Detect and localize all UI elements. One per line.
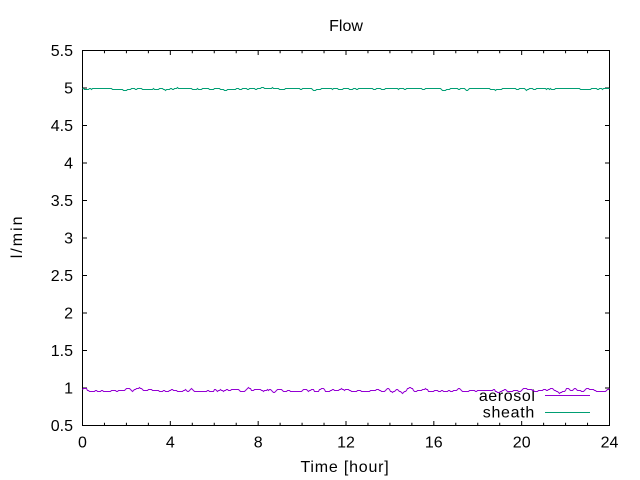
svg-text:3: 3	[64, 231, 73, 248]
svg-text:2: 2	[64, 306, 73, 323]
svg-text:1.5: 1.5	[51, 343, 73, 360]
svg-text:20: 20	[513, 435, 531, 452]
svg-text:4: 4	[64, 156, 73, 173]
svg-text:12: 12	[337, 435, 355, 452]
svg-text:8: 8	[254, 435, 263, 452]
svg-text:5.5: 5.5	[51, 43, 73, 60]
svg-text:aerosol: aerosol	[479, 388, 536, 405]
svg-text:Time [hour]: Time [hour]	[300, 459, 389, 476]
svg-text:Flow: Flow	[329, 18, 363, 35]
svg-text:sheath: sheath	[483, 405, 535, 422]
svg-text:0: 0	[78, 435, 87, 452]
svg-text:16: 16	[425, 435, 443, 452]
svg-text:3.5: 3.5	[51, 193, 73, 210]
svg-text:4: 4	[166, 435, 175, 452]
svg-text:4.5: 4.5	[51, 118, 73, 135]
svg-text:1: 1	[64, 381, 73, 398]
svg-text:24: 24	[601, 435, 619, 452]
svg-text:l/min: l/min	[9, 215, 26, 259]
svg-text:0.5: 0.5	[51, 418, 73, 435]
svg-text:5: 5	[64, 81, 73, 98]
svg-text:2.5: 2.5	[51, 268, 73, 285]
